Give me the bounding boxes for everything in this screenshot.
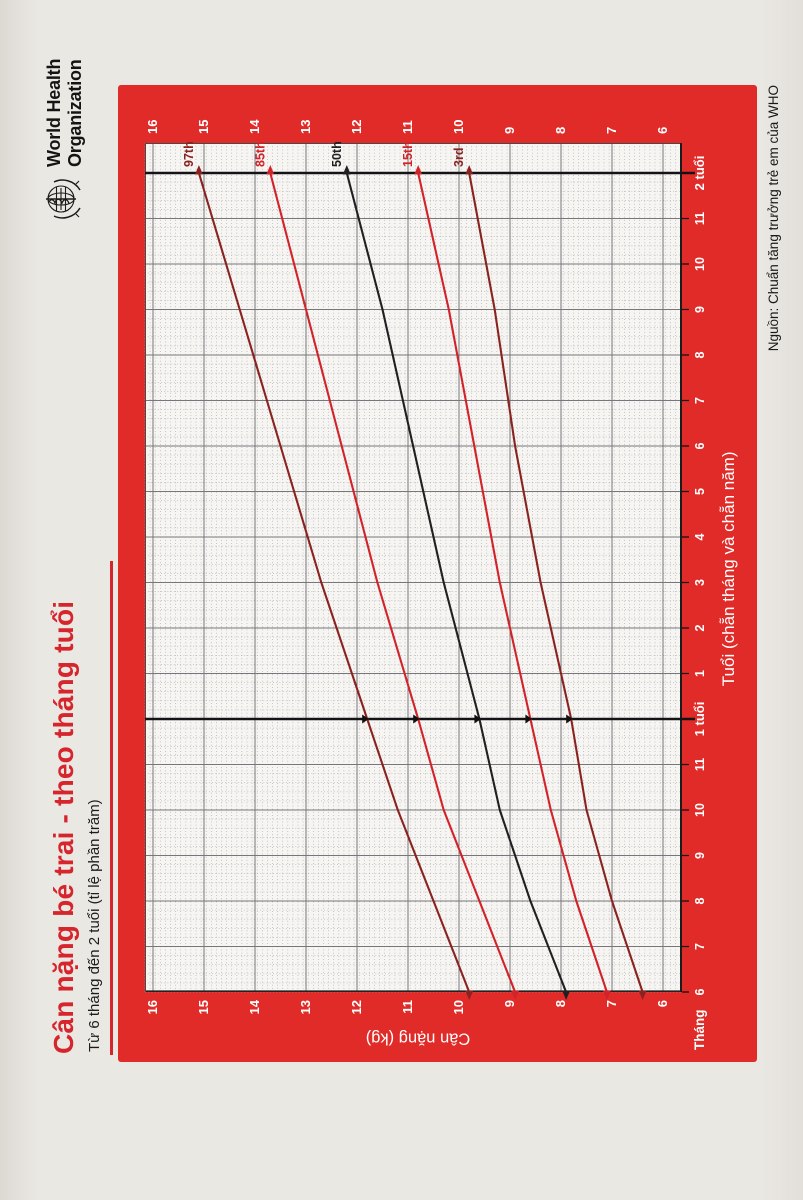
weight-label-left-7: 7 bbox=[604, 1000, 619, 1008]
percentile-label-3rd: 3rd bbox=[452, 148, 466, 167]
weight-label-right-15: 15 bbox=[196, 119, 211, 134]
year1-crossing-marker-50th bbox=[474, 714, 481, 724]
age-label-7: 7 bbox=[693, 943, 707, 950]
age-label-20: 8 bbox=[693, 351, 707, 359]
weight-label-left-13: 13 bbox=[298, 1000, 313, 1015]
weight-label-right-10: 10 bbox=[451, 119, 466, 134]
weight-label-left-9: 9 bbox=[502, 1000, 517, 1008]
weight-label-left-15: 15 bbox=[196, 1000, 211, 1015]
title-underline bbox=[110, 561, 113, 1055]
age-label-18: 6 bbox=[693, 442, 707, 450]
kg-gridlines bbox=[152, 143, 664, 992]
weight-label-right-11: 11 bbox=[400, 120, 415, 134]
weight-label-right-7: 7 bbox=[604, 126, 619, 134]
age-label-6: 6 bbox=[693, 988, 707, 996]
weight-label-left-10: 10 bbox=[451, 1000, 466, 1015]
weight-label-left-12: 12 bbox=[349, 1000, 364, 1015]
curve-end-arrow-97th bbox=[194, 165, 203, 175]
weight-label-right-8: 8 bbox=[553, 126, 568, 134]
curve-start-arrow-15th bbox=[602, 990, 611, 1000]
curve-end-arrow-50th bbox=[342, 165, 351, 175]
weight-label-right-9: 9 bbox=[502, 126, 517, 134]
age-label-17: 5 bbox=[693, 488, 707, 495]
age-label-16: 4 bbox=[693, 533, 707, 541]
weight-label-left-14: 14 bbox=[247, 1000, 262, 1015]
percentile-label-97th: 97th bbox=[182, 141, 196, 167]
weight-label-left-11: 11 bbox=[400, 1000, 415, 1014]
age-label-23: 11 bbox=[693, 211, 707, 226]
year1-crossing-marker-3rd bbox=[566, 714, 573, 724]
weight-label-right-13: 13 bbox=[298, 119, 313, 134]
age-label-19: 7 bbox=[693, 397, 707, 404]
curve-start-arrow-85th bbox=[511, 990, 520, 1000]
who-logo-line1: World Health bbox=[44, 58, 64, 167]
age-label-14: 2 bbox=[693, 624, 707, 632]
age-label-11: 11 bbox=[693, 757, 707, 772]
percentile-curve-15th bbox=[417, 172, 608, 993]
year1-crossing-marker-97th bbox=[362, 714, 369, 724]
age-label-9: 9 bbox=[693, 852, 707, 859]
curve-start-arrow-50th bbox=[562, 990, 571, 1000]
percentile-curve-3rd bbox=[468, 172, 644, 993]
chart-frame: 97th 85th 50th 15th 3rd Cân nặng (kg) Tuổi (… bbox=[118, 85, 757, 1062]
age-label-22: 10 bbox=[693, 257, 707, 271]
page-title: Cân nặng bé trai - theo tháng tuổi bbox=[48, 600, 79, 1054]
weight-label-right-6: 6 bbox=[655, 126, 670, 134]
weight-label-left-8: 8 bbox=[553, 1000, 568, 1008]
who-logo-text: World Health Organization bbox=[44, 59, 86, 167]
weight-label-left-16: 16 bbox=[145, 1000, 160, 1015]
y-axis-title: Cân nặng (kg) bbox=[365, 1029, 471, 1048]
year1-crossing-marker-15th bbox=[525, 714, 532, 724]
curve-start-arrow-97th bbox=[465, 990, 474, 1000]
age-label-13: 1 bbox=[693, 670, 707, 677]
year1-crossing-marker-85th bbox=[413, 714, 420, 724]
weight-label-right-16: 16 bbox=[145, 119, 160, 134]
age-ticks bbox=[682, 172, 689, 993]
percentile-curve-50th bbox=[345, 172, 568, 993]
weight-label-right-14: 14 bbox=[247, 119, 262, 134]
x-axis-unit-label: Tháng bbox=[692, 1009, 707, 1051]
percentile-label-85th: 85th bbox=[253, 141, 267, 167]
who-logo-line2: Organization bbox=[65, 59, 85, 167]
who-emblem-icon bbox=[46, 179, 81, 219]
page-subtitle: Từ 6 tháng đến 2 tuổi (tỉ lệ phần trăm) bbox=[86, 799, 103, 1052]
curve-start-arrow-3rd bbox=[638, 990, 647, 1000]
age-label-8: 8 bbox=[693, 897, 707, 905]
age-label-10: 10 bbox=[693, 803, 707, 817]
percentile-curve-97th bbox=[197, 172, 471, 993]
source-note: Nguồn: Chuẩn tăng trưởng trẻ em của WHO bbox=[766, 85, 781, 352]
percentile-label-15th: 15th bbox=[401, 141, 415, 167]
age-label-15: 3 bbox=[693, 579, 707, 586]
percentile-label-50th: 50th bbox=[330, 141, 344, 167]
who-logo: World Health Organization bbox=[40, 59, 86, 222]
curve-end-arrow-3rd bbox=[465, 165, 474, 175]
x-axis-title: Tuổi (chẵn tháng và chẵn năm) bbox=[719, 451, 738, 687]
weight-label-left-6: 6 bbox=[655, 1000, 670, 1008]
curve-end-arrow-85th bbox=[266, 165, 275, 175]
weight-label-right-12: 12 bbox=[349, 119, 364, 134]
percentile-curve-85th bbox=[269, 172, 517, 993]
age-label-21: 9 bbox=[693, 306, 707, 313]
growth-chart-plot: 97th 85th 50th 15th 3rd bbox=[144, 141, 695, 1000]
curve-end-arrow-15th bbox=[414, 165, 423, 175]
